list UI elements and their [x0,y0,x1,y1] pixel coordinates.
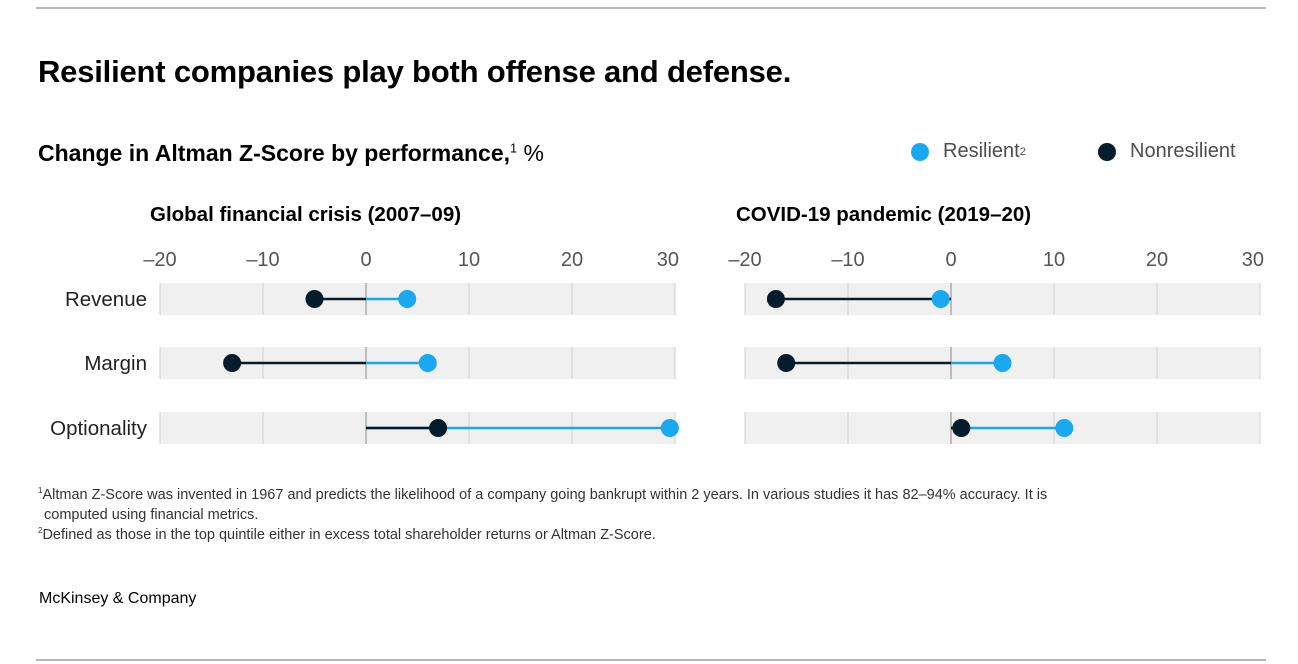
resilient-point [660,419,679,437]
resilient-point [1055,419,1074,437]
chart-headline: Resilient companies play both offense an… [38,54,792,89]
footnote-1-continued: computed using financial metrics. [44,507,259,523]
bottom-rule [36,659,1266,661]
footnote-2-number: 2 [38,526,43,536]
x-tick-label: 10 [458,249,480,271]
resilient-point [931,290,950,308]
subtitle-unit: % [517,140,544,166]
x-tick-label: –20 [728,249,761,271]
legend-dot-resilient [911,142,929,161]
footnote-1-number: 1 [38,486,43,496]
x-tick-label: 20 [1146,249,1168,271]
nonresilient-point [766,290,785,308]
x-tick-label: 0 [945,249,956,271]
resilient-point [418,354,437,372]
legend-label-resilient: Resilient [943,140,1020,162]
x-tick-label: 30 [1242,249,1264,271]
brand-logo-text: McKinsey & Company [39,590,197,607]
footnote-2: 2Defined as those in the top quintile ei… [38,525,1268,545]
top-rule [36,7,1266,9]
x-tick-label: 30 [657,249,679,271]
nonresilient-point [952,419,971,437]
resilient-point [398,290,417,308]
legend-item-resilient: Resilient 2 [911,140,1026,163]
legend-item-nonresilient: Nonresilient [1098,140,1236,163]
row-label-revenue: Revenue [65,288,147,311]
nonresilient-point [429,419,448,437]
nonresilient-point [305,290,324,308]
chart-subtitle: Change in Altman Z-Score by performance,… [38,140,544,167]
subtitle-main: Change in Altman Z-Score by performance, [38,140,511,166]
subtitle-footnote-ref: 1 [510,141,518,156]
x-tick-label: 10 [1043,249,1065,271]
footnote-1-text: Altman Z-Score was invented in 1967 and … [42,487,1048,503]
legend-label-nonresilient: Nonresilient [1130,140,1236,162]
row-band [160,283,675,315]
row-label-optionality: Optionality [50,417,148,440]
x-tick-label: –10 [831,249,864,271]
legend-dot-nonresilient [1098,142,1116,161]
footnote-2-text: Defined as those in the top quintile eit… [42,527,656,543]
footnotes: 1Altman Z-Score was invented in 1967 and… [38,485,1268,545]
x-tick-label: –20 [143,249,176,271]
x-tick-label: –10 [246,249,279,271]
panel-title-2: COVID-19 pandemic (2019–20) [736,203,1031,226]
resilient-point [993,354,1012,372]
footnote-1: 1Altman Z-Score was invented in 1967 and… [38,485,1268,505]
x-tick-label: 0 [360,249,371,271]
x-tick-label: 20 [561,249,583,271]
nonresilient-point [223,354,242,372]
panel-title-1: Global financial crisis (2007–09) [150,203,461,226]
row-label-margin: Margin [84,352,147,375]
nonresilient-point [777,354,796,372]
